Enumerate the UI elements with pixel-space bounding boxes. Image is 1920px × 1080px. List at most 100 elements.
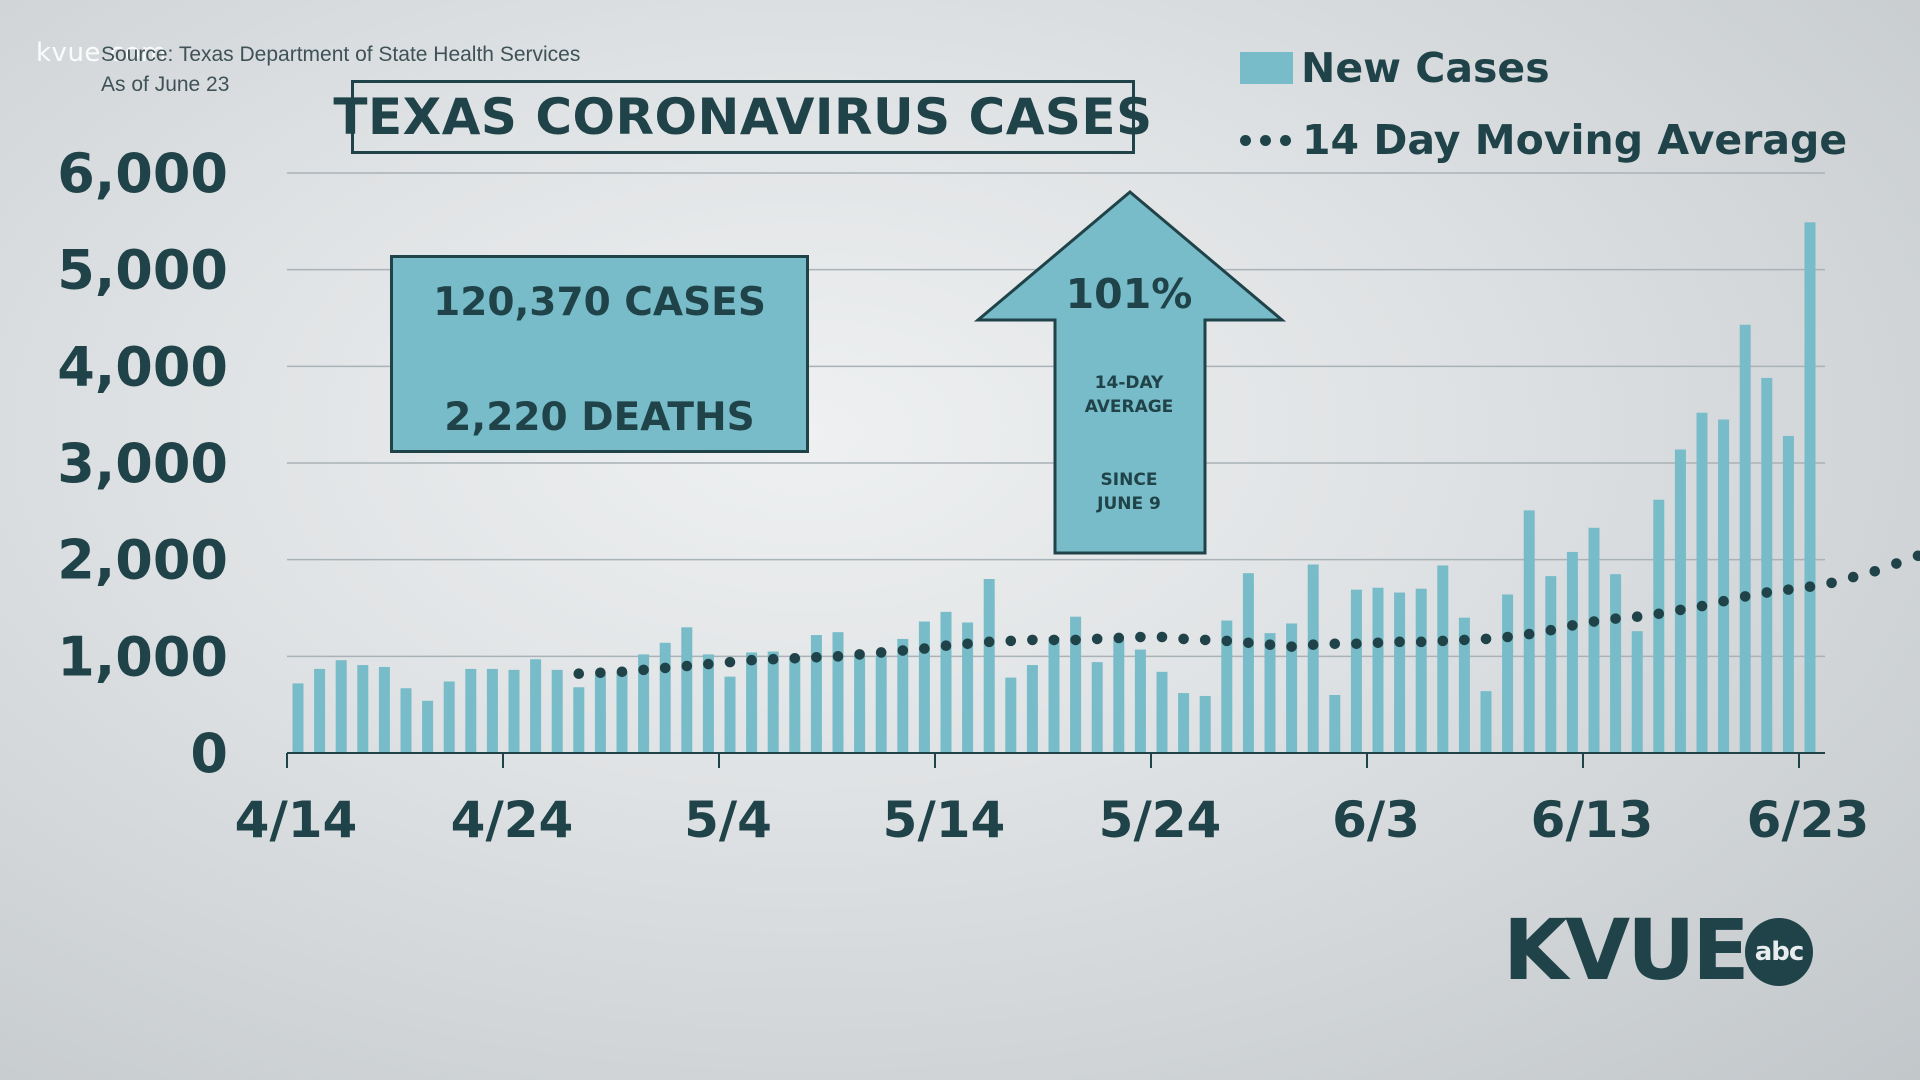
bar [1415, 588, 1427, 753]
moving-average-point [919, 643, 930, 654]
moving-average-point [1307, 639, 1319, 651]
bar [1696, 412, 1708, 753]
moving-average-point [1091, 633, 1103, 645]
bar [594, 674, 606, 753]
bar [616, 671, 628, 753]
moving-average-point [789, 652, 801, 664]
moving-average-point [1891, 558, 1902, 569]
bar [443, 681, 455, 753]
moving-average-point [1329, 638, 1341, 650]
bar [1048, 637, 1060, 753]
moving-average-point [703, 658, 714, 670]
moving-average-point [1437, 635, 1449, 647]
bar [1372, 587, 1384, 753]
x-tick-label: 4/24 [451, 791, 574, 849]
legend-label: 14 Day Moving Average [1302, 116, 1848, 164]
moving-average-point [1761, 587, 1773, 598]
moving-average-point [1459, 634, 1470, 646]
moving-average-point [1567, 620, 1578, 631]
legend-item-moving-average: 14 Day Moving Average [1240, 112, 1847, 168]
moving-average-point [854, 649, 865, 660]
bar [1480, 691, 1492, 753]
legend-swatch-bar [1240, 52, 1293, 84]
x-tick-label: 4/14 [235, 791, 358, 849]
moving-average-point [1221, 635, 1233, 647]
moving-average-point [1653, 608, 1665, 620]
moving-average-point [1696, 600, 1708, 612]
bar [1091, 662, 1103, 753]
moving-average-point [962, 638, 973, 650]
x-tick-label: 6/13 [1531, 791, 1654, 849]
bar [1350, 589, 1362, 753]
bar [378, 666, 390, 753]
moving-average-point [1113, 632, 1125, 644]
moving-average-point [1545, 624, 1557, 636]
arrow-caption-line: SINCE [1100, 470, 1158, 490]
bar [1458, 617, 1470, 753]
bar [1113, 639, 1125, 753]
bar [1329, 695, 1341, 753]
up-arrow-icon [973, 190, 1287, 555]
moving-average-point [681, 660, 693, 672]
moving-average-point [983, 636, 995, 648]
legend-label: New Cases [1301, 44, 1550, 92]
y-tick-label: 6,000 [57, 142, 228, 205]
moving-average-point [1027, 634, 1038, 646]
legend-item-new-cases: New Cases [1240, 40, 1847, 96]
bar [400, 688, 412, 753]
moving-average-point [1675, 604, 1686, 616]
moving-average-point [1502, 631, 1513, 643]
moving-average-point [1264, 639, 1276, 651]
moving-average-point [1804, 581, 1816, 593]
moving-average-point [1156, 631, 1168, 643]
bar [832, 632, 844, 753]
moving-average-dots [573, 550, 1920, 680]
y-tick-label: 2,000 [57, 529, 228, 592]
bar [1178, 693, 1190, 753]
moving-average-point [832, 651, 844, 662]
watermark: kvue.com [36, 38, 167, 68]
moving-average-point [573, 668, 585, 680]
bar [659, 642, 671, 753]
moving-average-point [1523, 628, 1535, 640]
bar [1437, 565, 1449, 753]
y-tick-label: 0 [190, 722, 228, 785]
axes: 0 1,000 2,000 3,000 4,000 5,000 6,000 4/14 4/24 5… [57, 142, 1869, 849]
bar [292, 683, 304, 753]
moving-average-point [1351, 638, 1362, 650]
bar [1156, 671, 1168, 753]
moving-average-point [1135, 631, 1146, 643]
bar [789, 657, 801, 753]
total-cases: 120,370 CASES [433, 280, 766, 325]
x-tick-label: 5/14 [883, 791, 1006, 849]
arrow-caption-metric: 14-DAY AVERAGE [1054, 371, 1204, 419]
bar [1566, 551, 1578, 753]
moving-average-point [1631, 611, 1643, 622]
bar [551, 669, 563, 753]
arrow-caption-since: SINCE JUNE 9 [1054, 468, 1204, 516]
bar [854, 655, 866, 753]
arrow-caption-line: 14-DAY [1094, 373, 1164, 393]
bar [486, 668, 498, 753]
bar [1307, 564, 1319, 753]
bar [983, 579, 995, 753]
moving-average-point [1178, 633, 1189, 645]
moving-average-point [1610, 613, 1621, 624]
legend-swatch-dots [1240, 124, 1300, 156]
moving-average-point [659, 662, 671, 674]
source-line: Source: Texas Department of State Health… [101, 43, 581, 66]
bar [1394, 592, 1406, 753]
bar [918, 621, 930, 753]
moving-average-point [724, 656, 736, 668]
bar [810, 635, 822, 753]
increase-percent: 101% [1065, 270, 1193, 318]
bar [1718, 419, 1730, 753]
moving-average-point [811, 652, 822, 663]
moving-average-point [1415, 636, 1427, 648]
stats-box: 120,370 CASES 2,220 DEATHS [390, 255, 809, 453]
moving-average-point [1826, 577, 1837, 589]
moving-average-point [616, 666, 628, 678]
moving-average-point [1243, 637, 1254, 649]
bar [465, 668, 477, 753]
